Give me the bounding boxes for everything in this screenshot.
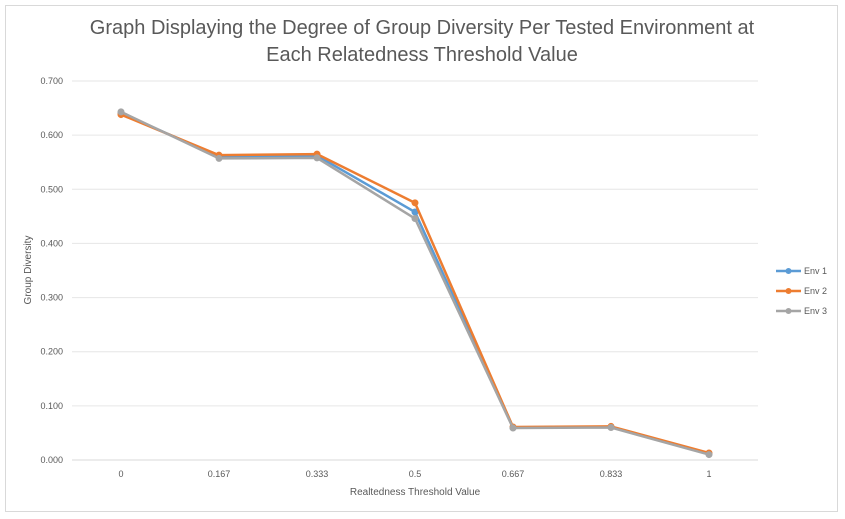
legend-label: Env 1	[804, 266, 827, 276]
legend-entry: Env 3	[776, 306, 827, 316]
data-point	[313, 154, 321, 162]
series-env-2	[117, 111, 713, 457]
series-line	[120, 113, 710, 455]
series-line	[120, 110, 710, 456]
data-point	[117, 108, 125, 116]
x-tick-label: 0.833	[600, 469, 623, 479]
chart-title-line-2: Each Relatedness Threshold Value	[266, 44, 578, 66]
legend-swatch-marker	[785, 288, 792, 294]
legend-entry: Env 1	[776, 266, 827, 276]
legend-swatch-marker	[785, 308, 792, 314]
x-tick-label: 0.333	[306, 469, 329, 479]
y-tick-label: 0.100	[40, 401, 63, 411]
x-tick-label: 0.167	[208, 469, 231, 479]
legend-entry: Env 2	[776, 286, 827, 296]
data-point	[607, 424, 615, 432]
x-axis-ticks: 0 0.167 0.333 0.5 0.667 0.833 1	[118, 469, 711, 479]
series-lines	[117, 108, 713, 459]
series-line	[120, 111, 710, 455]
legend-label: Env 2	[804, 286, 827, 296]
y-tick-label: 0.500	[40, 184, 63, 194]
data-point	[509, 424, 517, 432]
legend: Env 1 Env 2 Env 3	[776, 266, 827, 316]
data-point	[411, 199, 419, 207]
data-point	[411, 215, 419, 223]
y-tick-label: 0.600	[40, 130, 63, 140]
data-point	[705, 451, 713, 459]
x-tick-label: 0	[118, 469, 123, 479]
gridlines	[72, 80, 758, 461]
series-env-1	[117, 109, 713, 458]
x-tick-label: 1	[706, 469, 711, 479]
y-tick-label: 0.200	[40, 347, 63, 357]
legend-swatch-marker	[785, 268, 792, 274]
y-tick-label: 0.300	[40, 293, 63, 303]
series-env-3	[117, 108, 713, 459]
y-tick-label: 0.000	[40, 455, 63, 465]
y-tick-label: 0.400	[40, 238, 63, 248]
chart-area	[5, 5, 838, 512]
y-tick-label: 0.700	[40, 76, 63, 86]
x-tick-label: 0.667	[502, 469, 525, 479]
data-point	[215, 154, 223, 162]
x-axis-label: Realtedness Threshold Value	[350, 487, 481, 498]
chart-title-line-1: Graph Displaying the Degree of Group Div…	[90, 17, 755, 39]
y-axis-ticks: 0.000 0.100 0.200 0.300 0.400 0.500 0.600 0.700	[40, 76, 63, 465]
x-tick-label: 0.5	[409, 469, 422, 479]
y-axis-label: Group Diversity	[23, 236, 34, 305]
legend-label: Env 3	[804, 306, 827, 316]
